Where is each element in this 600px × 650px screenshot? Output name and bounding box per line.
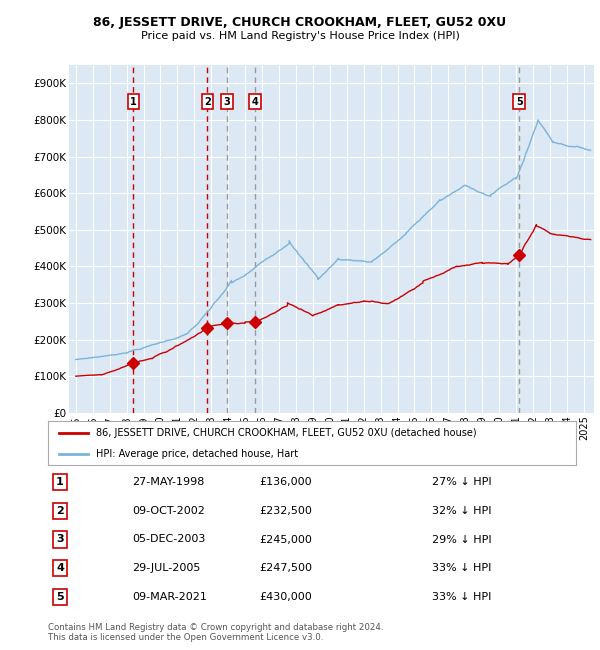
Text: 1: 1 [56,477,64,488]
Text: 5: 5 [56,592,64,602]
Text: Price paid vs. HM Land Registry's House Price Index (HPI): Price paid vs. HM Land Registry's House … [140,31,460,41]
Text: 2: 2 [204,97,211,107]
Text: 27-MAY-1998: 27-MAY-1998 [132,477,205,488]
Text: 05-DEC-2003: 05-DEC-2003 [132,534,205,545]
Text: 3: 3 [223,97,230,107]
Text: 33% ↓ HPI: 33% ↓ HPI [432,563,491,573]
Text: 29-JUL-2005: 29-JUL-2005 [132,563,200,573]
Text: 86, JESSETT DRIVE, CHURCH CROOKHAM, FLEET, GU52 0XU: 86, JESSETT DRIVE, CHURCH CROOKHAM, FLEE… [94,16,506,29]
Text: £136,000: £136,000 [259,477,312,488]
Text: £245,000: £245,000 [259,534,312,545]
Text: 2: 2 [56,506,64,516]
Text: 86, JESSETT DRIVE, CHURCH CROOKHAM, FLEET, GU52 0XU (detached house): 86, JESSETT DRIVE, CHURCH CROOKHAM, FLEE… [95,428,476,438]
Text: 09-MAR-2021: 09-MAR-2021 [132,592,207,602]
Text: Contains HM Land Registry data © Crown copyright and database right 2024.
This d: Contains HM Land Registry data © Crown c… [48,623,383,642]
Text: 1: 1 [130,97,137,107]
Text: 09-OCT-2002: 09-OCT-2002 [132,506,205,516]
Text: 3: 3 [56,534,64,545]
Text: 5: 5 [516,97,523,107]
Text: HPI: Average price, detached house, Hart: HPI: Average price, detached house, Hart [95,449,298,459]
Text: 33% ↓ HPI: 33% ↓ HPI [432,592,491,602]
Text: £430,000: £430,000 [259,592,312,602]
Text: 29% ↓ HPI: 29% ↓ HPI [432,534,491,545]
Text: 32% ↓ HPI: 32% ↓ HPI [432,506,491,516]
Text: 27% ↓ HPI: 27% ↓ HPI [432,477,491,488]
Text: £232,500: £232,500 [259,506,312,516]
Text: £247,500: £247,500 [259,563,312,573]
Text: 4: 4 [251,97,258,107]
Text: 4: 4 [56,563,64,573]
